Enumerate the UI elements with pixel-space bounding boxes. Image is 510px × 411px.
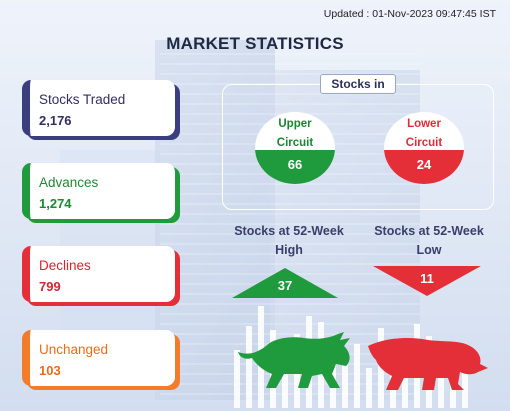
stocks-traded-label: Stocks Traded [39,92,126,107]
advances-card[interactable]: Advances 1,274 [22,163,175,219]
stocks-traded-value: 2,176 [39,113,72,128]
week52-high-label: Stocks at 52-Week High [229,222,349,260]
week52-low-line2: Low [416,243,442,257]
upper-circuit-value: 66 [255,150,335,184]
unchanged-card[interactable]: Unchanged 103 [22,330,175,386]
week52-low-triangle-icon[interactable] [373,266,481,296]
week52-low-value: 11 [420,271,434,286]
declines-label: Declines [39,258,91,273]
bull-icon [238,332,350,388]
background-stripes [160,45,420,395]
unchanged-value: 103 [39,363,61,378]
week52-low-line1: Stocks at 52-Week [374,224,484,238]
lower-circuit-label-2: Circuit [405,137,443,149]
upper-circuit-label-2: Circuit [276,137,314,149]
declines-value: 799 [39,279,61,294]
advances-label: Advances [39,175,99,190]
lower-circuit-label: Lower [407,118,441,130]
advances-value: 1,274 [39,196,72,211]
declines-card[interactable]: Declines 799 [22,246,175,302]
updated-timestamp: Updated : 01-Nov-2023 09:47:45 IST [323,8,496,20]
upper-circuit-badge[interactable]: Upper Circuit 66 [255,112,335,184]
week52-high-triangle-icon[interactable] [232,268,338,298]
stocks-traded-card[interactable]: Stocks Traded 2,176 [22,80,175,136]
week52-high-line2: High [275,243,303,257]
page-title: MARKET STATISTICS [166,34,344,53]
lower-circuit-badge[interactable]: Lower Circuit 24 [384,112,464,184]
week52-high-line1: Stocks at 52-Week [234,224,344,238]
week52-low-label: Stocks at 52-Week Low [369,222,489,260]
stocks-in-label: Stocks in [320,74,396,94]
week52-high-value: 37 [277,278,293,293]
bear-icon [368,338,488,390]
background-building [155,40,275,400]
lower-circuit-value: 24 [384,150,464,184]
upper-circuit-label: Upper [278,118,312,130]
unchanged-label: Unchanged [39,342,109,357]
